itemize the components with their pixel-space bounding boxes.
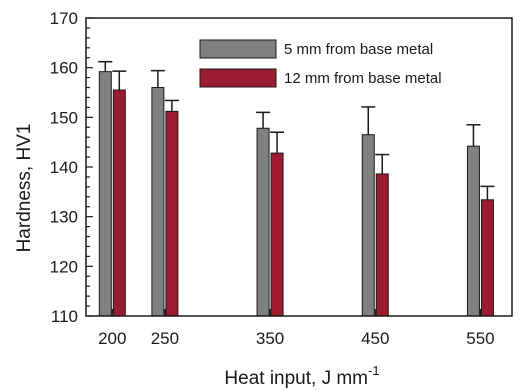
- plot-frame: [85, 17, 513, 317]
- y-axis-ticks: 110 120 130 140 150 160 170: [50, 9, 93, 326]
- bar-series-2-450: [375, 173, 389, 317]
- y-axis-label: Hardness, HV1: [14, 124, 35, 253]
- x-axis-label-main: Heat input, J mm: [224, 368, 368, 389]
- y-tick-label-130: 130: [50, 208, 78, 227]
- axes: [85, 17, 513, 317]
- legend-swatch-series-1: [199, 39, 277, 59]
- legend: 5 mm from base metal 12 mm from base meta…: [199, 39, 442, 88]
- y-tick-label-120: 120: [50, 257, 78, 276]
- x-tick-label-250: 250: [151, 329, 179, 348]
- y-tick-label-110: 110: [51, 307, 78, 326]
- legend-swatch-series-2: [199, 68, 277, 88]
- y-tick-label-160: 160: [50, 59, 78, 78]
- legend-label-series-2: 12 mm from base metal: [284, 70, 442, 87]
- x-tick-label-350: 350: [256, 329, 284, 348]
- bars-layer: [98, 71, 494, 317]
- bar-series-1-250: [151, 87, 165, 317]
- bar-series-2-350: [270, 152, 284, 317]
- y-tick-label-170: 170: [50, 9, 78, 28]
- bar-series-1-450: [361, 134, 375, 317]
- x-tick-label-550: 550: [466, 329, 494, 348]
- y-tick-label-150: 150: [50, 108, 78, 127]
- bar-series-2-550: [480, 199, 494, 317]
- x-tick-label-200: 200: [98, 329, 126, 348]
- y-tick-label-140: 140: [50, 158, 78, 177]
- x-axis-label-superscript: -1: [368, 363, 380, 378]
- x-axis-label: Heat input, J mm-1: [224, 363, 379, 389]
- x-axis-ticks: 200 250 350 450 550: [98, 309, 495, 348]
- x-tick-label-450: 450: [361, 329, 389, 348]
- legend-label-series-1: 5 mm from base metal: [284, 41, 433, 58]
- bar-series-1-350: [256, 127, 270, 317]
- error-bars-layer: [98, 60, 495, 200]
- bar-series-2-250: [165, 110, 179, 317]
- bar-series-2-200: [112, 89, 126, 317]
- bar-series-1-200: [98, 71, 112, 317]
- bar-series-1-550: [466, 145, 480, 317]
